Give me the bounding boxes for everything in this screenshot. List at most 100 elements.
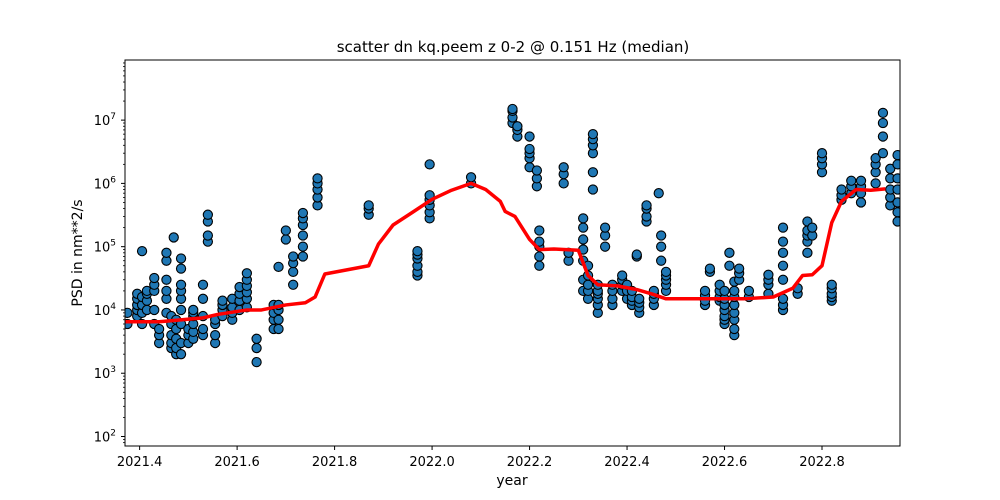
- data-point: [816, 148, 828, 159]
- data-point: [175, 253, 187, 264]
- data-point: [729, 285, 740, 297]
- data-point: [724, 247, 735, 258]
- data-point: [363, 200, 374, 211]
- x-axis: 2021.4 2021.6 2021.8 2022.0 2022.2 2022.4 2022…: [117, 446, 845, 470]
- data-point: [136, 245, 148, 257]
- data-point: [836, 184, 847, 195]
- data-point: [507, 103, 518, 115]
- data-point: [531, 165, 543, 176]
- data-point: [846, 175, 857, 186]
- data-point: [877, 148, 889, 159]
- data-point: [297, 251, 309, 262]
- data-point: [288, 266, 299, 277]
- data-point: [870, 153, 881, 164]
- x-tick-label: 2022.4: [604, 455, 650, 470]
- data-point: [656, 241, 667, 252]
- data-point: [877, 117, 889, 129]
- data-point: [892, 173, 900, 184]
- data-point: [280, 225, 291, 236]
- data-point: [534, 236, 545, 247]
- data-point: [280, 234, 291, 245]
- y-tick-label: 105: [94, 239, 116, 256]
- x-tick-label: 2021.8: [312, 455, 358, 470]
- x-tick-label: 2022.2: [507, 455, 553, 470]
- data-point: [777, 274, 789, 285]
- data-point: [699, 285, 711, 297]
- data-point: [734, 263, 745, 274]
- data-point: [826, 279, 837, 290]
- data-point: [197, 293, 209, 304]
- x-tick-label: 2021.4: [117, 455, 163, 470]
- data-point: [175, 349, 187, 360]
- data-point: [251, 356, 262, 368]
- y-tick-label: 102: [94, 429, 116, 446]
- y-tick-label: 106: [94, 175, 117, 192]
- data-point: [877, 131, 889, 142]
- data-point: [587, 167, 599, 178]
- data-point: [297, 230, 309, 241]
- y-tick-label: 104: [94, 302, 117, 319]
- data-point: [660, 266, 672, 277]
- data-point: [312, 173, 323, 184]
- data-point: [149, 272, 160, 284]
- data-point: [210, 329, 221, 341]
- scatter-points: [125, 103, 900, 368]
- x-axis-label: year: [496, 473, 527, 489]
- data-point: [534, 225, 545, 236]
- y-axis-label: PSD in nm**2/s: [70, 199, 86, 306]
- data-point: [251, 333, 262, 344]
- x-tick-label: 2022.0: [409, 455, 455, 470]
- data-point: [587, 184, 599, 195]
- median-line: [125, 181, 886, 324]
- data-point: [870, 178, 881, 189]
- data-point: [777, 236, 789, 247]
- data-point: [656, 255, 667, 266]
- data-point: [251, 342, 262, 354]
- data-point: [534, 260, 545, 271]
- data-point: [297, 207, 309, 219]
- data-point: [877, 107, 889, 119]
- data-point: [197, 279, 209, 290]
- data-point: [202, 209, 214, 220]
- data-point: [656, 230, 667, 241]
- data-point: [802, 247, 813, 258]
- y-axis: 102 103 104 105 106 107: [94, 62, 125, 446]
- x-tick-label: 2021.6: [214, 455, 260, 470]
- data-point: [807, 222, 818, 233]
- data-point: [777, 260, 789, 271]
- data-point: [724, 260, 735, 271]
- data-point: [743, 285, 755, 297]
- data-point: [412, 245, 423, 257]
- data-point: [578, 222, 589, 233]
- data-point: [149, 304, 160, 316]
- data-point: [892, 197, 900, 208]
- data-point: [161, 247, 172, 258]
- data-point: [653, 188, 664, 199]
- data-point: [175, 304, 187, 316]
- data-point: [777, 222, 789, 233]
- data-point: [297, 241, 309, 252]
- y-tick-label: 103: [94, 365, 116, 382]
- data-point: [587, 128, 599, 140]
- data-point: [512, 121, 523, 132]
- data-point: [578, 213, 589, 224]
- data-point: [524, 143, 535, 155]
- data-point: [631, 249, 642, 260]
- data-point: [465, 172, 477, 183]
- data-point: [202, 230, 214, 241]
- data-point: [885, 163, 896, 174]
- data-point: [175, 279, 187, 290]
- data-point: [634, 293, 645, 304]
- y-tick-label: 107: [94, 112, 116, 129]
- data-point: [892, 149, 900, 161]
- data-point: [578, 234, 589, 245]
- data-point: [558, 162, 569, 173]
- data-point: [125, 307, 133, 318]
- chart-title: scatter dn kq.peem z 0-2 @ 0.151 Hz (med…: [337, 38, 690, 56]
- data-point: [617, 270, 628, 281]
- data-point: [273, 261, 284, 272]
- data-point: [153, 323, 165, 335]
- data-point: [599, 222, 611, 233]
